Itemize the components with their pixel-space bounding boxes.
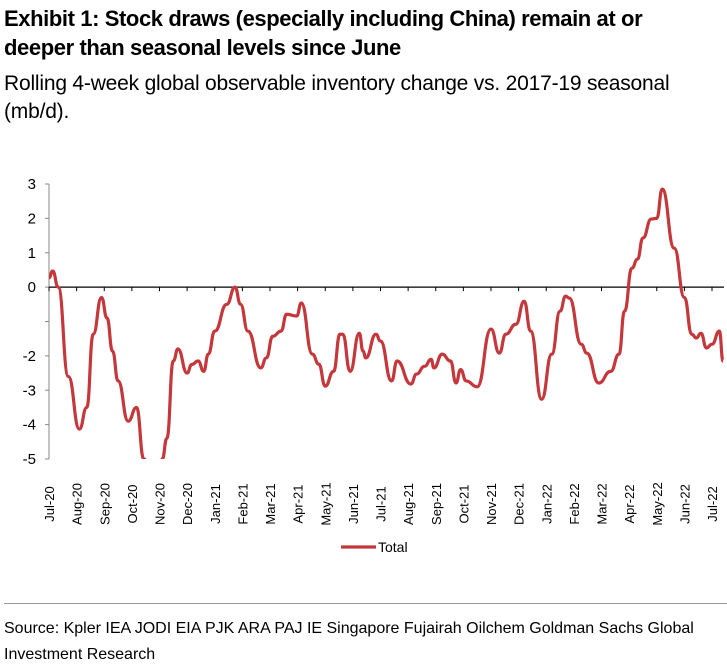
x-tick-label: Jan-21 xyxy=(208,484,223,524)
exhibit-title: Exhibit 1: Stock draws (especially inclu… xyxy=(4,4,727,62)
y-axis: 3 2 1 0 -2 -3 -4 -5 xyxy=(23,176,50,468)
x-tick-label: Jul-20 xyxy=(42,486,57,521)
y-tick-label: 3 xyxy=(28,176,36,193)
x-tick-label: Apr-22 xyxy=(622,484,637,523)
x-tick-label: Oct-20 xyxy=(125,484,140,523)
x-tick-label: Jul-22 xyxy=(705,486,720,521)
x-tick-label: May-22 xyxy=(650,482,665,525)
title-line-2: deeper than seasonal levels since June xyxy=(4,35,401,60)
x-tick-label: Jun-22 xyxy=(677,484,692,524)
y-tick-label: 2 xyxy=(28,210,36,227)
x-tick-label: May-21 xyxy=(318,482,333,525)
line-chart: 3 2 1 0 -2 -3 -4 -5 Jul-20 Aug-20 Sep-20 Oct-20 Nov… xyxy=(23,176,725,555)
x-tick-label: Dec-21 xyxy=(512,483,527,525)
legend: Total xyxy=(341,539,408,555)
x-tick-label: Feb-21 xyxy=(235,483,250,524)
x-tick-label: Aug-21 xyxy=(401,483,416,525)
y-tick-label: -4 xyxy=(23,417,36,434)
x-tick-label: Nov-20 xyxy=(153,483,168,525)
x-tick-label: Sep-20 xyxy=(97,483,112,525)
x-tick-label: Sep-21 xyxy=(429,483,444,525)
x-tick-label: Apr-21 xyxy=(291,484,306,523)
x-tick-label: Oct-21 xyxy=(456,484,471,523)
y-tick-label: -5 xyxy=(23,451,36,468)
title-line-1: Exhibit 1: Stock draws (especially inclu… xyxy=(4,6,643,31)
x-tick-label: Jan-22 xyxy=(539,484,554,524)
source-note: Source: Kpler IEA JODI EIA PJK ARA PAJ I… xyxy=(4,616,727,668)
x-tick-label: Aug-20 xyxy=(70,483,85,525)
y-tick-label: 1 xyxy=(28,245,36,262)
y-tick-label: -3 xyxy=(23,382,36,399)
y-tick-label: 0 xyxy=(28,279,36,296)
x-tick-label: Nov-21 xyxy=(484,483,499,525)
x-tick-label: Jul-21 xyxy=(374,486,389,521)
y-tick-label: -2 xyxy=(23,348,36,365)
legend-label-total: Total xyxy=(378,539,408,555)
subtitle-line-2: (mb/d). xyxy=(4,100,70,123)
source-line-1: Source: Kpler IEA JODI EIA PJK ARA PAJ I… xyxy=(4,620,694,637)
divider xyxy=(4,603,727,604)
subtitle-line-1: Rolling 4-week global observable invento… xyxy=(4,72,670,95)
x-tick-label: Mar-22 xyxy=(595,483,610,524)
x-tick-label: Mar-21 xyxy=(263,483,278,524)
chart-subtitle: Rolling 4-week global observable invento… xyxy=(4,70,727,126)
x-axis: Jul-20 Aug-20 Sep-20 Oct-20 Nov-20 Dec-20 Jan-… xyxy=(42,286,724,526)
x-tick-label: Jun-21 xyxy=(346,484,361,524)
x-tick-label: Dec-20 xyxy=(180,483,195,525)
x-tick-label: Feb-22 xyxy=(567,483,582,524)
source-line-2: Investment Research xyxy=(4,646,156,663)
series-line-total xyxy=(48,187,725,459)
